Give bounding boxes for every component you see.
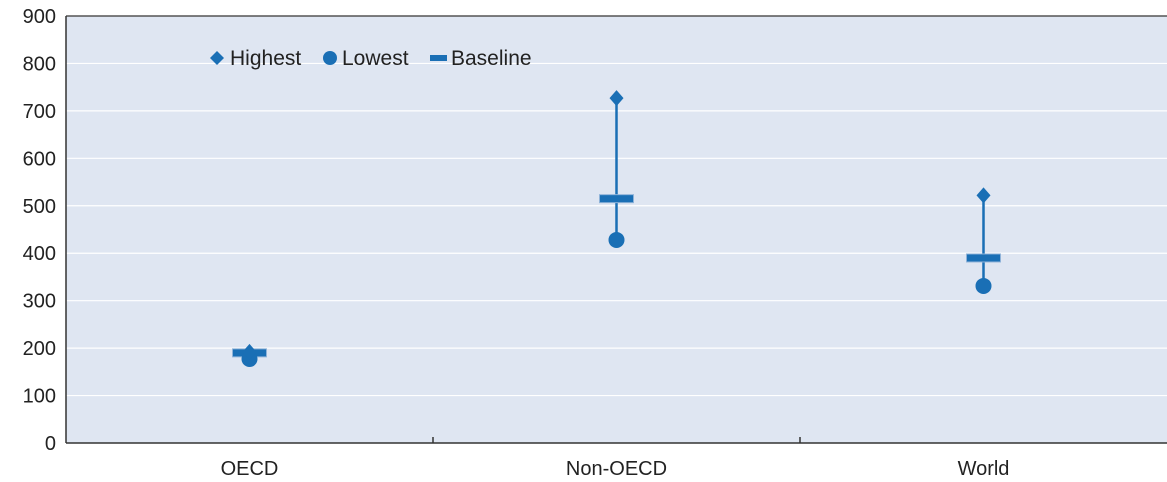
y-tick-label: 700 xyxy=(23,101,56,123)
axes xyxy=(65,15,1167,444)
highest-point xyxy=(242,343,257,360)
legend-label-baseline: Baseline xyxy=(451,47,532,70)
legend-marker-highest xyxy=(210,51,224,65)
lowest-point xyxy=(975,277,992,294)
x-tick-label: OECD xyxy=(221,458,279,480)
y-tick-label: 900 xyxy=(23,6,56,28)
y-tick-label: 500 xyxy=(23,196,56,218)
baseline-mark xyxy=(966,253,1001,263)
legend: Highest Lowest Baseline xyxy=(210,47,532,70)
highest-point xyxy=(609,90,624,107)
legend-marker-lowest xyxy=(323,51,337,65)
legend-label-highest: Highest xyxy=(230,47,301,70)
y-tick-label: 0 xyxy=(45,433,56,455)
legend-label-lowest: Lowest xyxy=(342,47,409,70)
y-axis-ticks: 0 100 200 300 400 500 600 700 800 900 xyxy=(23,6,56,455)
lowest-point xyxy=(608,231,625,248)
x-tick-label: World xyxy=(958,458,1010,480)
y-tick-label: 600 xyxy=(23,148,56,170)
x-axis-labels: OECD Non-OECD World xyxy=(221,458,1010,480)
x-tick-label: Non-OECD xyxy=(566,458,667,480)
y-tick-label: 100 xyxy=(23,386,56,408)
y-tick-label: 400 xyxy=(23,243,56,265)
baseline-mark xyxy=(599,194,634,204)
highest-point xyxy=(976,187,991,204)
legend-marker-baseline xyxy=(430,55,447,61)
y-tick-label: 800 xyxy=(23,53,56,75)
y-tick-label: 200 xyxy=(23,338,56,360)
y-tick-label: 300 xyxy=(23,291,56,313)
data-marks xyxy=(232,90,1001,368)
